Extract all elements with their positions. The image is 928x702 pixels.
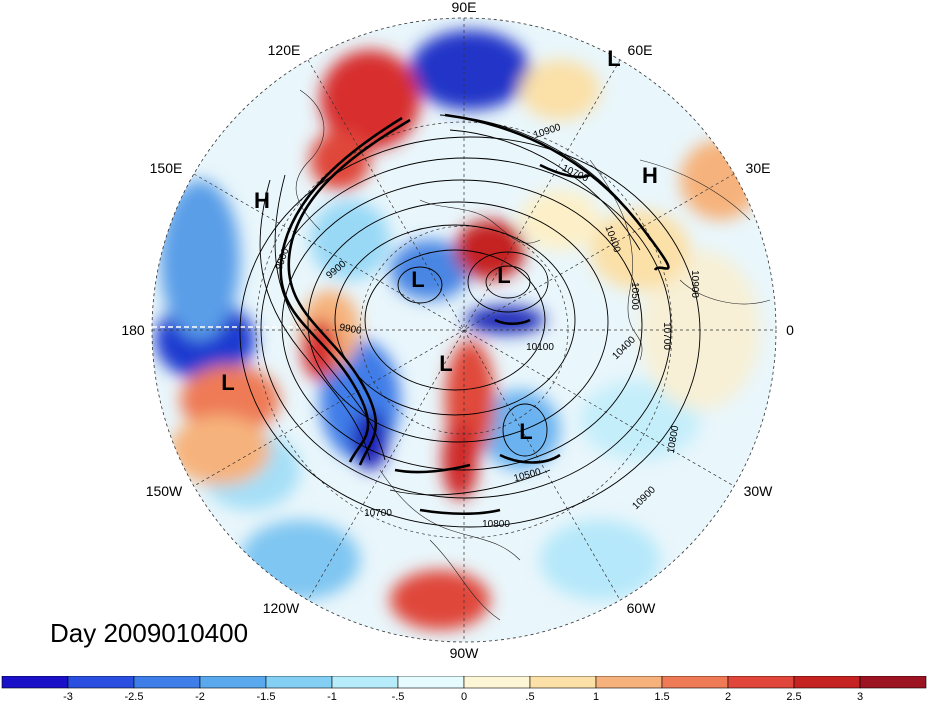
low-symbol: L <box>439 351 452 376</box>
colorbar: -3 -2.5 -2 -1.5 -1 -.5 0 .5 1 1.5 2 2.5 3 <box>1 676 927 702</box>
low-symbol: L <box>497 263 510 288</box>
lon-label-120w: 120W <box>263 600 300 616</box>
colorbar-box <box>67 676 135 689</box>
high-symbol: H <box>254 188 270 213</box>
lon-label-150w: 150W <box>146 483 183 499</box>
colorbar-box <box>463 676 531 689</box>
lon-label-120e: 120E <box>268 42 301 58</box>
high-symbol: H <box>642 163 658 188</box>
colorbar-boxes <box>1 676 927 689</box>
lon-label-60e: 60E <box>628 42 653 58</box>
colorbar-box <box>331 676 399 689</box>
lon-label-150e: 150E <box>150 160 183 176</box>
contour-label: 9900 <box>339 322 363 337</box>
colorbar-box <box>199 676 267 689</box>
contour-label: 10500 <box>629 282 640 310</box>
contour-label: 10100 <box>526 342 554 353</box>
map-boundary <box>151 17 777 643</box>
colorbar-tick-label: -.5 <box>392 691 405 702</box>
colorbar-box <box>661 676 729 689</box>
contour-label: 10700 <box>661 322 672 350</box>
low-symbol: L <box>519 419 532 444</box>
colorbar-tick-label: 0 <box>461 691 467 702</box>
jet-contours <box>279 113 670 516</box>
colorbar-box <box>133 676 201 689</box>
colorbar-tick-label: -2.5 <box>125 691 144 702</box>
colorbar-tick-label: .5 <box>525 691 534 702</box>
graticule <box>152 18 776 642</box>
colorbar-tick-label: 2 <box>725 691 731 702</box>
low-symbol: L <box>607 46 620 71</box>
colorbar-box <box>793 676 861 689</box>
low-symbol: L <box>411 267 424 292</box>
colorbar-tick-label: -3 <box>63 691 73 702</box>
colorbar-box <box>265 676 333 689</box>
colorbar-box <box>1 676 69 689</box>
lon-label-60w: 60W <box>627 600 657 616</box>
colorbar-tick-label: 2.5 <box>786 691 801 702</box>
colorbar-box <box>727 676 795 689</box>
map-title: Day 2009010400 <box>50 618 249 648</box>
colorbar-tick-label: 1.5 <box>654 691 669 702</box>
lon-label-90w: 90W <box>450 645 480 661</box>
colorbar-box <box>529 676 597 689</box>
colorbar-box <box>595 676 663 689</box>
lon-label-30e: 30E <box>746 160 771 176</box>
contour-label: 10900 <box>689 270 700 298</box>
lon-label-30w: 30W <box>744 483 774 499</box>
lon-label-180: 180 <box>121 322 145 338</box>
lon-label-90e: 90E <box>452 0 477 15</box>
low-symbol: L <box>221 370 234 395</box>
colorbar-tick-label: -1.5 <box>257 691 276 702</box>
contour-label: 10700 <box>364 508 392 519</box>
contour-label: 10800 <box>482 519 510 530</box>
contour-label: 10800 <box>666 424 682 454</box>
colorbar-box <box>859 676 927 689</box>
colorbar-tick-label: -1 <box>327 691 337 702</box>
colorbar-tick-label: 1 <box>593 691 599 702</box>
polar-map: 90E 60E 120E 150E 30E 180 0 150W 30W 120… <box>121 0 794 661</box>
colorbar-tick-label: -2 <box>195 691 205 702</box>
lon-label-0: 0 <box>786 322 794 338</box>
colorbar-labels: -3 -2.5 -2 -1.5 -1 -.5 0 .5 1 1.5 2 2.5 3 <box>63 691 863 702</box>
colorbar-box <box>397 676 465 689</box>
colorbar-tick-label: 3 <box>857 691 863 702</box>
